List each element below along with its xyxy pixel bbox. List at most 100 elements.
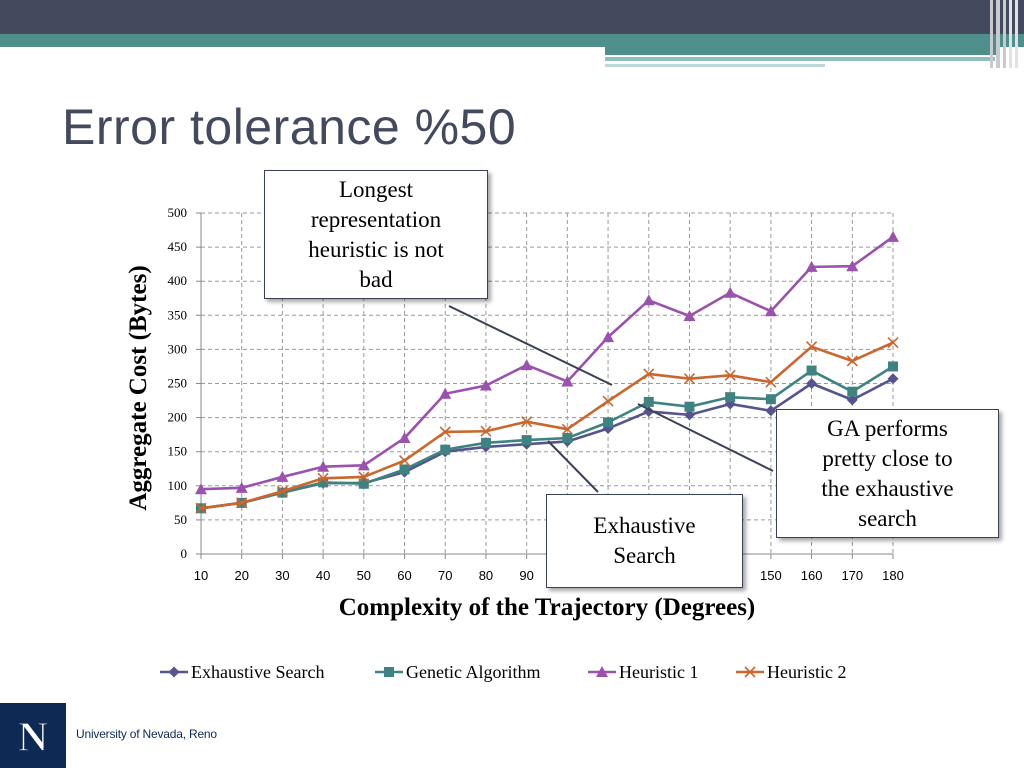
data-point-square [480, 437, 491, 448]
legend-label: Heuristic 2 [767, 662, 846, 682]
data-point-x-stroke [358, 471, 370, 483]
data-point-x-stroke [480, 425, 492, 437]
x-tick-label: 70 [438, 568, 452, 583]
data-point-x [806, 341, 818, 353]
data-point-diamond [168, 666, 180, 678]
y-tick-label: 450 [168, 239, 188, 254]
top-decorative-bar [0, 0, 1024, 68]
callout-line: bad [359, 266, 393, 292]
data-point-x-stroke [724, 369, 736, 381]
data-point-square [562, 433, 573, 444]
data-point-triangle [439, 387, 452, 399]
x-tick-label: 90 [519, 568, 533, 583]
data-point-triangle [276, 470, 289, 482]
y-tick-label: 100 [168, 478, 188, 493]
data-point-square [603, 417, 614, 428]
y-tick-label: 350 [168, 307, 188, 322]
svg-text:N: N [18, 715, 48, 758]
data-point-x-stroke [561, 423, 573, 435]
data-point-x [643, 368, 655, 380]
data-point-square [888, 361, 898, 372]
data-point-diamond [806, 378, 818, 389]
x-tick-label: 160 [801, 568, 823, 583]
callout-line: heuristic is not [308, 236, 444, 262]
data-point-x-stroke [276, 485, 288, 497]
series-line [200, 341, 894, 510]
series-genetic-algorithm [196, 361, 898, 514]
legend-entry: Exhaustive Search [160, 662, 324, 682]
y-tick-label: 400 [168, 273, 188, 288]
data-point-x-stroke [521, 416, 533, 428]
data-point-triangle [398, 432, 411, 444]
x-tick-label: 170 [841, 568, 863, 583]
data-point-triangle [887, 230, 899, 242]
data-point-x-stroke [398, 455, 411, 467]
callout-line: search [858, 505, 917, 531]
data-point-x [887, 337, 899, 349]
callout-pointers [448, 305, 774, 493]
data-point-triangle [195, 483, 207, 495]
data-point-x-stroke [806, 341, 818, 353]
data-point-triangle [764, 305, 777, 317]
y-tick-label: 500 [168, 205, 188, 220]
x-tick-label: 30 [275, 568, 289, 583]
data-point-x [439, 426, 451, 438]
university-name: University of Nevada, Reno [76, 727, 217, 741]
data-point-x [744, 666, 756, 678]
data-point-triangle [683, 309, 696, 321]
data-point-triangle [642, 294, 655, 306]
data-point-square [318, 477, 329, 488]
data-point-triangle [596, 666, 608, 677]
data-point-diamond [683, 409, 695, 421]
series-line [200, 365, 894, 510]
callout-line: the exhaustive [821, 475, 954, 501]
data-point-triangle [357, 459, 370, 471]
data-point-x [195, 502, 207, 514]
callout-line: Exhaustive [593, 513, 696, 538]
y-tick-label: 300 [168, 341, 188, 356]
data-point-triangle [805, 260, 818, 272]
legend-entry: Heuristic 2 [736, 662, 846, 682]
data-point-x [358, 471, 370, 483]
callout-line: Search [613, 543, 676, 568]
x-tick-label: 80 [479, 568, 493, 583]
data-point-x [846, 355, 858, 367]
x-tick-label: 60 [397, 568, 411, 583]
data-point-triangle [561, 375, 574, 387]
callout-line: GA performs [827, 415, 948, 441]
pointer-ga [637, 403, 774, 472]
data-point-x-stroke [439, 426, 451, 438]
chart-labels: 0 50 100 150 200 250 300 350 400 450 500 10 20 30 40 50… [125, 205, 904, 621]
data-point-triangle [479, 379, 492, 391]
data-point-square [277, 487, 288, 498]
callout-line: representation [310, 206, 442, 232]
x-tick-label: 150 [760, 568, 782, 583]
data-point-square [440, 444, 451, 455]
legend-label: Exhaustive Search [191, 662, 324, 682]
data-point-square [643, 396, 654, 407]
callout-line: Longest [338, 176, 414, 202]
data-point-x-stroke [887, 337, 899, 349]
data-point-diamond [765, 405, 777, 417]
data-point-triangle [602, 331, 615, 343]
legend-label: Heuristic 1 [619, 662, 698, 682]
data-point-square [847, 386, 858, 397]
y-tick-label: 0 [181, 546, 188, 561]
callout-exhaustive-search: Exhaustive Search [546, 494, 743, 588]
data-point-x-stroke [765, 376, 777, 388]
legend-label: Genetic Algorithm [406, 662, 540, 682]
data-point-square [806, 365, 817, 376]
data-point-x-stroke [846, 355, 858, 367]
pointer-longest [448, 305, 613, 386]
data-point-x-stroke [236, 497, 248, 509]
data-point-square [384, 667, 394, 677]
x-tick-label: 180 [882, 568, 904, 583]
y-axis-title: Aggregate Cost (Bytes) [125, 265, 152, 510]
data-point-x [398, 455, 411, 467]
data-point-x [602, 395, 614, 407]
data-point-triangle [520, 359, 533, 371]
legend-entry: Genetic Algorithm [375, 662, 540, 682]
pointer-exhaustive [547, 440, 599, 493]
legend-entry: Heuristic 1 [588, 662, 698, 682]
